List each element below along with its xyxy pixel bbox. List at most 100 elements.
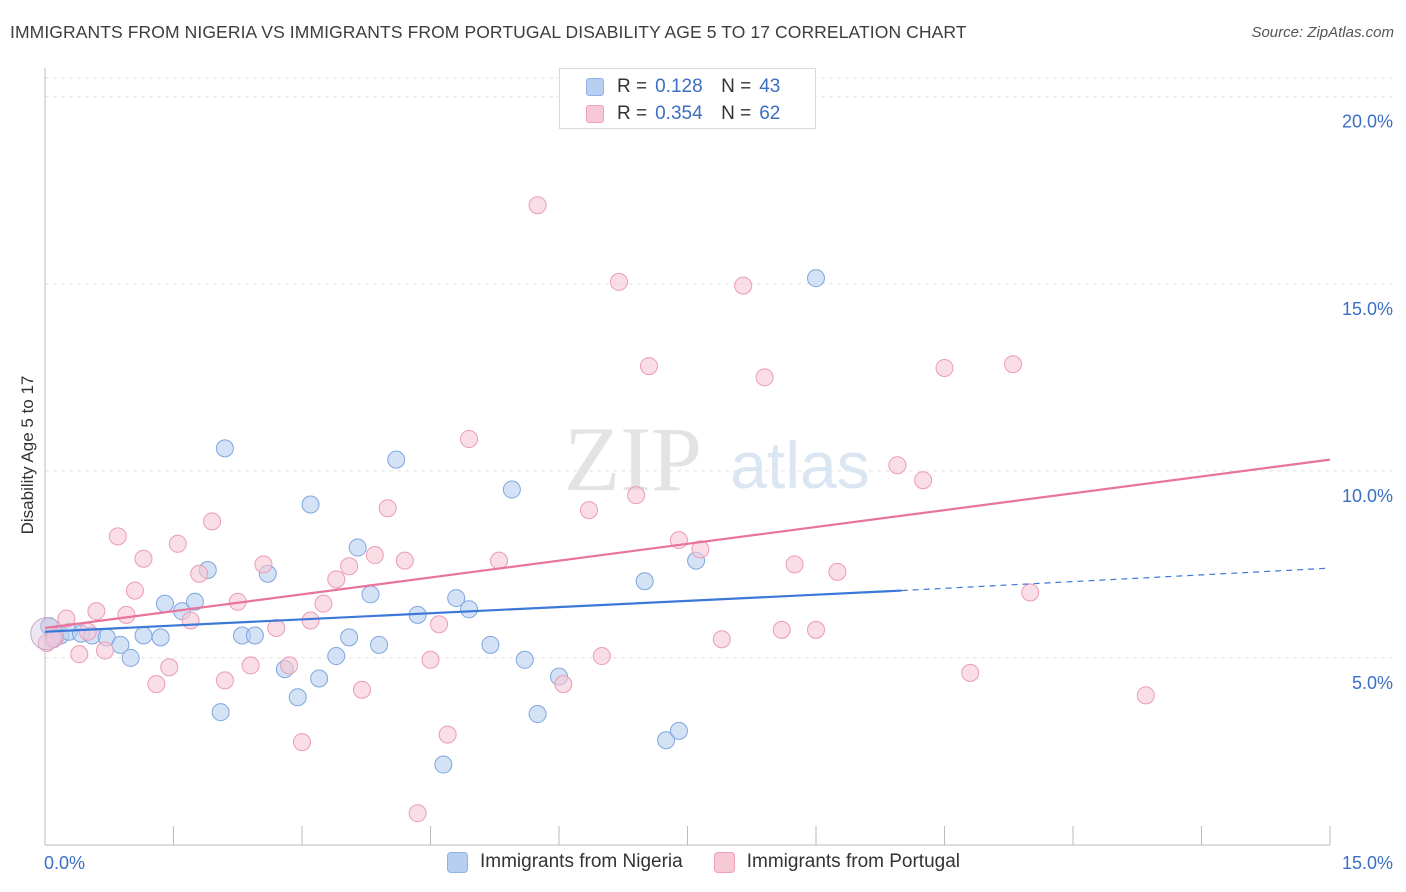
data-point xyxy=(310,669,329,688)
data-point xyxy=(635,572,654,591)
series-legend-item-portugal[interactable]: Immigrants from Portugal xyxy=(713,851,960,873)
legend-r-label: R = xyxy=(617,103,648,124)
data-point xyxy=(168,534,187,553)
data-point xyxy=(134,626,153,645)
y-tick-label: 10.0% xyxy=(1342,486,1393,506)
data-point xyxy=(185,592,204,611)
data-point xyxy=(151,628,170,647)
data-point xyxy=(340,628,359,647)
data-point xyxy=(215,671,234,690)
data-point xyxy=(215,439,234,458)
data-point xyxy=(203,512,222,531)
data-point xyxy=(378,499,397,518)
data-point xyxy=(327,647,346,666)
data-point xyxy=(365,546,384,565)
data-point xyxy=(1021,583,1040,602)
data-point xyxy=(370,635,389,654)
watermark-atlas: atlas xyxy=(730,428,869,502)
series-legend-item-nigeria[interactable]: Immigrants from Nigeria xyxy=(447,851,683,873)
data-point xyxy=(627,486,646,505)
legend-n-label: N = xyxy=(721,103,752,124)
data-point xyxy=(772,620,791,639)
data-point xyxy=(95,641,114,660)
series-nigeria-points xyxy=(40,269,825,774)
source-note: Source: ZipAtlas.com xyxy=(1251,24,1394,41)
data-point xyxy=(657,731,676,750)
data-point xyxy=(293,733,311,752)
data-point xyxy=(121,648,140,667)
y-tick-label: 15.0% xyxy=(1342,299,1393,319)
data-point xyxy=(528,196,547,215)
data-point xyxy=(888,456,907,475)
data-point xyxy=(592,647,611,666)
data-point xyxy=(691,540,710,559)
data-point xyxy=(935,358,954,377)
data-point xyxy=(502,480,521,499)
data-point xyxy=(438,725,457,744)
data-point xyxy=(712,630,731,649)
data-point xyxy=(314,594,333,613)
data-point xyxy=(267,618,286,637)
data-point xyxy=(609,272,628,291)
legend-n-value-nigeria: 43 xyxy=(759,76,781,97)
data-point xyxy=(755,368,774,387)
data-point xyxy=(515,650,534,669)
data-point xyxy=(348,538,367,557)
data-point xyxy=(430,615,449,634)
data-point xyxy=(1136,686,1155,705)
data-point xyxy=(490,551,509,570)
chart-title: IMMIGRANTS FROM NIGERIA VS IMMIGRANTS FR… xyxy=(10,22,967,42)
data-point xyxy=(807,620,825,639)
correlation-legend: R = 0.128 N = 43 R = 0.354 N = 62 xyxy=(559,68,816,129)
data-point xyxy=(961,663,980,682)
trend-line-nigeria xyxy=(44,589,902,633)
legend-r-label: R = xyxy=(617,76,648,97)
data-point xyxy=(828,562,847,581)
trend-extension-nigeria xyxy=(901,567,1331,592)
data-point xyxy=(301,611,320,630)
data-point xyxy=(734,276,753,295)
data-point xyxy=(785,555,804,574)
data-point xyxy=(211,703,230,722)
data-point xyxy=(914,471,933,490)
data-point xyxy=(434,755,453,774)
data-point xyxy=(447,589,466,608)
data-point xyxy=(301,495,320,514)
data-point xyxy=(108,527,127,546)
data-point xyxy=(528,705,547,724)
data-point xyxy=(70,645,89,664)
data-point xyxy=(78,622,97,641)
data-point xyxy=(387,450,406,469)
trend-line-portugal xyxy=(44,458,1331,630)
data-point xyxy=(327,570,346,589)
data-point xyxy=(579,501,598,520)
series-name-nigeria: Immigrants from Nigeria xyxy=(480,851,683,872)
x-tick-label: 15.0% xyxy=(1342,853,1393,873)
data-point xyxy=(117,605,136,624)
data-point xyxy=(280,656,299,675)
data-point xyxy=(460,600,479,619)
data-point xyxy=(421,650,440,669)
data-point xyxy=(190,564,209,583)
data-point xyxy=(57,609,76,628)
legend-n-value-portugal: 62 xyxy=(759,103,781,124)
legend-r-value-portugal: 0.354 xyxy=(655,103,703,124)
data-point xyxy=(254,555,273,574)
data-point xyxy=(481,635,500,654)
legend-r-value-nigeria: 0.128 xyxy=(655,76,703,97)
data-point xyxy=(241,656,260,675)
data-point xyxy=(460,430,479,449)
data-point xyxy=(245,626,264,645)
series-swatch-portugal xyxy=(713,851,735,873)
series-portugal-points xyxy=(37,196,1155,823)
legend-swatch-portugal xyxy=(586,105,604,123)
data-point xyxy=(395,551,414,570)
data-point xyxy=(554,675,573,694)
legend-n-label: N = xyxy=(721,76,752,97)
y-tick-label: 20.0% xyxy=(1342,112,1393,132)
data-point xyxy=(155,594,174,613)
data-point xyxy=(125,581,144,600)
legend-swatch-nigeria xyxy=(586,78,604,96)
data-point xyxy=(134,549,153,568)
